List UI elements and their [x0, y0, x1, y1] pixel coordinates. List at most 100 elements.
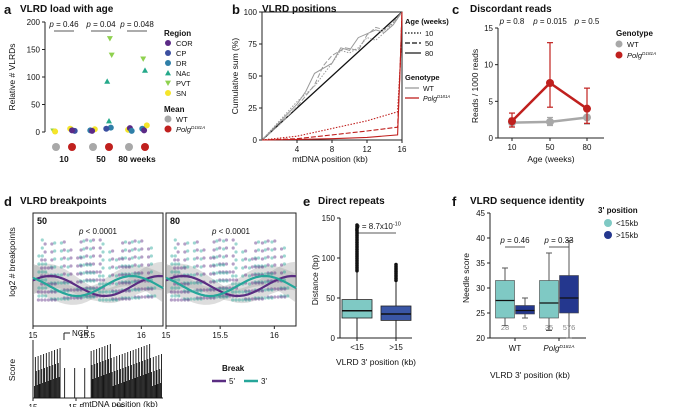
panel-d-breakpoint [49, 289, 53, 293]
panel-d-breakpoint [85, 246, 89, 250]
panel-d-breakpoint [270, 264, 274, 268]
panel-d-x-tick-label: 16 [270, 331, 279, 340]
panel-d-breakpoint [195, 288, 199, 292]
panel-d-breakpoint [224, 270, 229, 274]
panel-d-breakpoint [222, 287, 226, 291]
panel-d-breakpoint [124, 297, 128, 301]
panel-d-breakpoint [62, 288, 66, 292]
panel-d-track-bar [130, 365, 132, 398]
panel-d-breakpoint [78, 263, 83, 267]
panel-a-point-pvt [106, 36, 113, 42]
panel-e-outlier [355, 223, 359, 227]
panel-a-y-tick-label: 0 [36, 128, 41, 137]
panel-d-breakpoint [250, 265, 254, 269]
panel-d-breakpoint [130, 248, 134, 252]
panel-d-breakpoint [179, 298, 184, 302]
panel-d-breakpoint [98, 238, 102, 242]
panel-d-fit-curve [165, 274, 297, 298]
panel-d-breakpoint [78, 279, 83, 283]
panel-d-breakpoint [231, 238, 235, 242]
panel-d-breakpoint [186, 257, 190, 261]
panel-d-breakpoint [89, 263, 93, 267]
panel-b-x-tick-label: 12 [363, 145, 372, 154]
panel-d-breakpoint [72, 288, 76, 292]
panel-d-breakpoint [85, 238, 89, 242]
panel-d-breakpoint [40, 286, 44, 290]
panel-b-y-tick-label: 100 [244, 8, 258, 17]
panel-d-breakpoint [177, 270, 181, 274]
panel-c-point [546, 117, 554, 126]
panel-a-y-tick-label: 50 [31, 101, 40, 110]
panel-d-breakpoint [104, 290, 108, 294]
panel-d-breakpoint [120, 280, 124, 284]
panel-d-track-bar [120, 383, 122, 398]
panel-d-breakpoint [234, 282, 238, 286]
panel-d-breakpoint [79, 240, 83, 244]
panel-d-breakpoint [50, 290, 54, 294]
panel-d-breakpoint [149, 254, 153, 258]
panel-d-breakpoint [266, 247, 270, 251]
panel-d-breakpoint [127, 257, 131, 261]
panel-d-breakpoint [50, 266, 54, 270]
panel-letter-e: e [303, 194, 310, 209]
panel-d-x-tick-label: 15.5 [212, 331, 228, 340]
panel-d-breakpoint [215, 247, 219, 251]
panel-f-box [515, 305, 535, 315]
panel-d-breakpoint [66, 265, 70, 269]
panel-d-ncr-label: NCR [72, 329, 90, 338]
panel-d-breakpoint [215, 263, 219, 267]
panel-d-breakpoint [183, 266, 187, 270]
panel-e-y-tick-label: 50 [326, 294, 335, 303]
panel-d-breakpoint [283, 295, 287, 299]
panel-d-breakpoint [146, 271, 151, 275]
panel-d-breakpoint [183, 290, 187, 294]
panel-d-breakpoint [44, 294, 48, 298]
panel-a-legend-mean-marker [164, 115, 172, 123]
panel-d-breakpoint [123, 280, 128, 284]
panel-b-x-label: mtDNA position (kb) [292, 154, 368, 164]
panel-b-x-tick-label: 4 [295, 145, 300, 154]
panel-d-breakpoint [260, 289, 264, 293]
panel-d-breakpoint [91, 254, 96, 258]
panel-e-x-tick-label: <15 [350, 343, 364, 352]
panel-d-breakpoint [244, 265, 248, 269]
panel-d-breakpoint [215, 255, 219, 259]
panel-d-breakpoint [101, 242, 105, 246]
panel-d-legend-title: Break [222, 364, 245, 373]
panel-d-breakpoint [234, 250, 238, 254]
panel-d-breakpoint [140, 271, 144, 275]
panel-e-p-value: p = 8.7x10-10 [354, 222, 401, 232]
panel-d-breakpoint [53, 249, 57, 253]
panel-d-breakpoint [104, 298, 108, 302]
panel-d-breakpoint [43, 266, 47, 270]
panel-a-legend-mean-title: Mean [164, 105, 185, 114]
panel-d-breakpoint [222, 263, 226, 267]
panel-d-breakpoint [189, 297, 193, 301]
panel-d-breakpoint [263, 296, 267, 300]
panel-d-breakpoint [133, 271, 137, 275]
panel-d-breakpoint [241, 274, 245, 278]
panel-d-breakpoint [222, 271, 226, 275]
panel-d-track-bar [125, 367, 127, 398]
panel-d-breakpoint [85, 263, 89, 267]
panel-d-facet-frame [32, 212, 164, 327]
panel-d-track-bar [91, 365, 93, 398]
panel-d-breakpoint [62, 280, 66, 284]
panel-d-track-bar [52, 365, 54, 398]
panel-d-breakpoint [202, 296, 206, 300]
panel-d-track-bar [157, 384, 159, 398]
panel-d-confidence-band [33, 261, 163, 304]
panel-d-breakpoint [114, 274, 119, 278]
panel-d-breakpoint [186, 265, 190, 269]
panel-letter-d: d [4, 194, 12, 209]
panel-d-facet-label: 50 [37, 216, 47, 226]
panel-d-breakpoint [244, 290, 248, 294]
panel-b-series-line [261, 11, 403, 141]
panel-d-breakpoint [111, 273, 115, 277]
panel-a-legend-label: SN [176, 89, 186, 98]
panel-d-breakpoint [209, 256, 213, 260]
p-value: p = 0.048 [119, 20, 154, 29]
panel-d-breakpoint [218, 254, 222, 258]
panel-d-breakpoint [231, 274, 235, 278]
panel-d-breakpoint [72, 296, 76, 300]
